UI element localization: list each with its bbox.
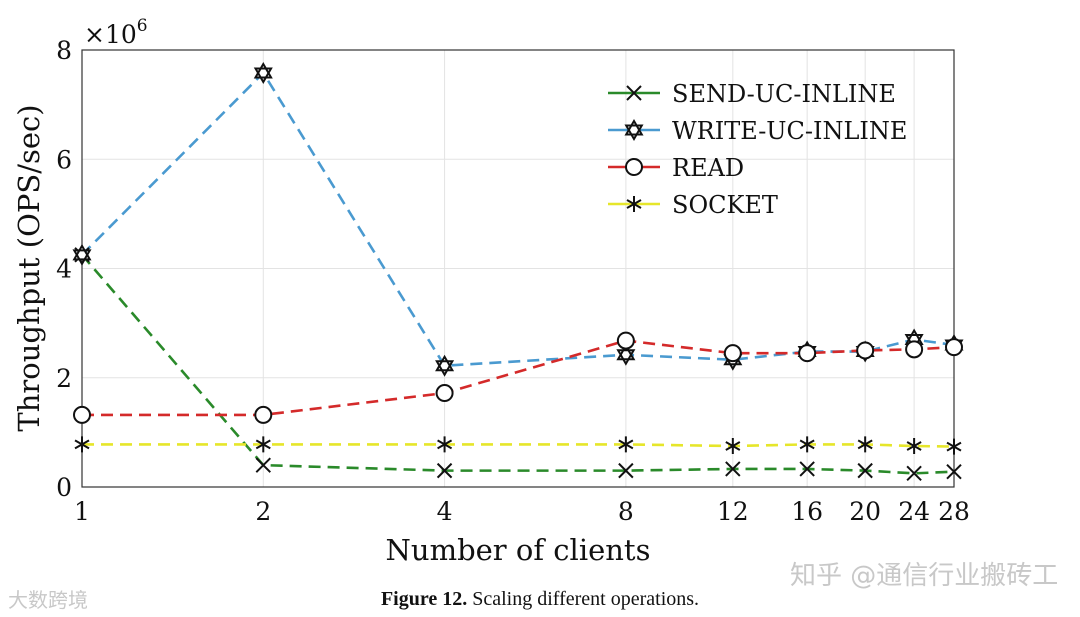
legend-item-send-uc-inline: SEND-UC-INLINE <box>608 80 896 108</box>
legend-marker-socket <box>626 196 642 212</box>
point-send-uc-inline-2 <box>255 457 271 473</box>
x-tick-label-4: 4 <box>437 497 453 526</box>
point-socket-1 <box>74 436 90 453</box>
point-send-uc-inline-12 <box>725 461 741 477</box>
point-socket-24 <box>906 438 922 455</box>
point-read-28 <box>945 338 963 357</box>
x-tick-label-24: 24 <box>898 497 930 526</box>
y-exponent-power: 6 <box>137 16 148 36</box>
series-line-read <box>82 339 955 417</box>
legend-marker-send-uc-inline <box>626 85 642 101</box>
point-socket-28 <box>946 438 962 455</box>
x-tick-label-8: 8 <box>618 497 634 526</box>
point-read-16 <box>798 344 817 363</box>
x-tick-label-20: 20 <box>849 497 881 526</box>
y-tick-label-8: 8 <box>56 36 72 65</box>
point-socket-8 <box>618 436 634 453</box>
caption-label: Figure 12. <box>380 588 468 610</box>
legend-label-read: READ <box>672 154 744 182</box>
point-send-uc-inline-8 <box>618 462 634 479</box>
point-socket-20 <box>857 436 873 453</box>
series-socket <box>82 443 955 448</box>
point-socket-2 <box>255 436 271 453</box>
legend-item-write-uc-inline: WRITE-UC-INLINE <box>608 117 907 145</box>
point-read-4 <box>435 384 454 403</box>
point-send-uc-inline-24 <box>906 465 922 482</box>
y-tick-label-0: 0 <box>56 473 72 502</box>
point-read-24 <box>905 340 924 359</box>
point-write-uc-inline-8 <box>616 343 636 366</box>
x-axis-title: Number of clients <box>386 533 651 567</box>
x-tick-label-2: 2 <box>255 497 271 526</box>
series-send-uc-inline <box>81 253 955 475</box>
point-write-uc-inline-4 <box>435 354 455 377</box>
series-line-write-uc-inline <box>81 70 955 368</box>
caption-text: Scaling different operations. <box>467 588 700 610</box>
point-read-2 <box>254 405 273 424</box>
series-markers-read <box>73 331 963 424</box>
legend-marker-read <box>625 158 643 176</box>
legend-label-socket: SOCKET <box>672 191 778 219</box>
x-tick-label-12: 12 <box>717 497 749 526</box>
series-line-socket <box>82 443 955 448</box>
y-exponent-base: ×10 <box>84 20 137 49</box>
y-tick-label-6: 6 <box>56 145 72 174</box>
point-send-uc-inline-28 <box>946 463 962 480</box>
plot-area-frame <box>81 49 955 488</box>
y-exponent-label: ×106 <box>84 16 148 49</box>
series-layer <box>72 61 964 482</box>
point-write-uc-inline-1 <box>72 243 92 266</box>
point-send-uc-inline-20 <box>857 462 873 479</box>
y-tick-label-4: 4 <box>56 255 72 284</box>
watermark-right: 知乎 @通信行业搬砖工 <box>790 555 1058 592</box>
point-write-uc-inline-2 <box>253 61 273 84</box>
point-read-12 <box>723 344 742 363</box>
point-socket-4 <box>437 436 453 453</box>
x-tick-label-1: 1 <box>74 497 90 526</box>
watermark-right-text: 知乎 @通信行业搬砖工 <box>790 561 1059 591</box>
point-read-20 <box>856 341 875 360</box>
legend: SEND-UC-INLINE WRITE-UC-INLINE READ SOCKET <box>608 80 907 219</box>
figure-caption: Figure 12. Scaling different operations. <box>0 588 1080 611</box>
legend-item-socket: SOCKET <box>608 191 778 219</box>
series-write-uc-inline <box>81 70 955 368</box>
series-line-send-uc-inline <box>81 253 955 475</box>
legend-label-send-uc-inline: SEND-UC-INLINE <box>672 80 896 108</box>
legend-item-read: READ <box>608 154 744 182</box>
legend-label-write-uc-inline: WRITE-UC-INLINE <box>672 117 907 145</box>
point-read-1 <box>73 405 91 424</box>
series-markers-write-uc-inline <box>72 61 964 377</box>
point-socket-12 <box>725 438 741 455</box>
x-tick-label-28: 28 <box>938 497 970 526</box>
point-send-uc-inline-4 <box>436 462 453 479</box>
grid <box>81 49 955 488</box>
y-axis-title: Throughput (OPS/sec) <box>12 104 46 431</box>
y-tick-label-2: 2 <box>56 364 72 393</box>
series-read <box>82 339 955 417</box>
point-socket-16 <box>799 436 815 453</box>
watermark-left-text: 大数跨境 <box>8 588 88 612</box>
series-markers-socket <box>74 436 962 455</box>
point-send-uc-inline-16 <box>799 461 815 477</box>
watermark-left: 大数跨境 <box>8 584 88 613</box>
x-tick-label-16: 16 <box>791 497 823 526</box>
legend-marker-write-uc-inline <box>624 118 644 142</box>
point-read-8 <box>616 331 635 350</box>
